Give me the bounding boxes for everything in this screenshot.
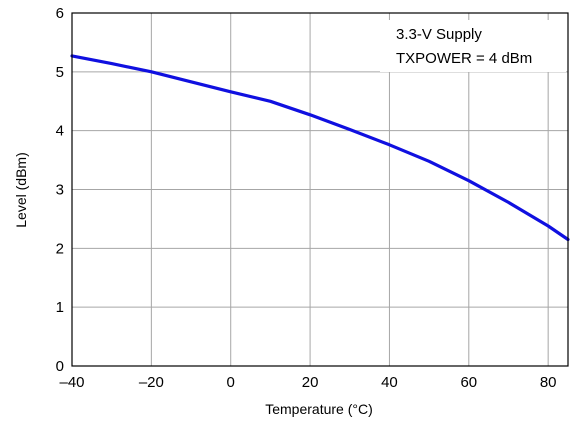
x-tick-label-5: 60 bbox=[460, 374, 477, 391]
x-tick-label-0: –40 bbox=[59, 374, 84, 391]
annotation-background bbox=[380, 20, 566, 72]
x-tick-label-2: 0 bbox=[227, 374, 235, 391]
y-tick-labels: 0 1 2 3 4 5 6 bbox=[56, 5, 64, 375]
y-axis-title: Level (dBm) bbox=[13, 152, 29, 227]
annotation-line-1: 3.3-V Supply bbox=[396, 26, 482, 43]
y-tick-label-2: 2 bbox=[56, 240, 64, 257]
y-tick-label-3: 3 bbox=[56, 182, 64, 199]
x-tick-label-4: 40 bbox=[381, 374, 398, 391]
annotation-line-2: TXPOWER = 4 dBm bbox=[396, 50, 532, 67]
plot-frame bbox=[71, 12, 569, 367]
x-tick-label-1: –20 bbox=[139, 374, 164, 391]
y-tick-label-1: 1 bbox=[56, 299, 64, 316]
annotation-box: 3.3-V Supply TXPOWER = 4 dBm bbox=[380, 20, 566, 72]
series-layer bbox=[70, 54, 570, 242]
y-tick-label-5: 5 bbox=[56, 64, 64, 81]
x-tick-label-6: 80 bbox=[540, 374, 557, 391]
series-line-0 bbox=[70, 54, 570, 242]
y-tick-label-6: 6 bbox=[56, 5, 64, 22]
x-tick-labels: –40 –20 0 20 40 60 80 bbox=[59, 374, 556, 391]
y-tick-label-0: 0 bbox=[56, 358, 64, 375]
y-tick-label-4: 4 bbox=[56, 123, 64, 140]
x-axis-title: Temperature (°C) bbox=[265, 401, 373, 417]
x-tick-label-3: 20 bbox=[302, 374, 319, 391]
